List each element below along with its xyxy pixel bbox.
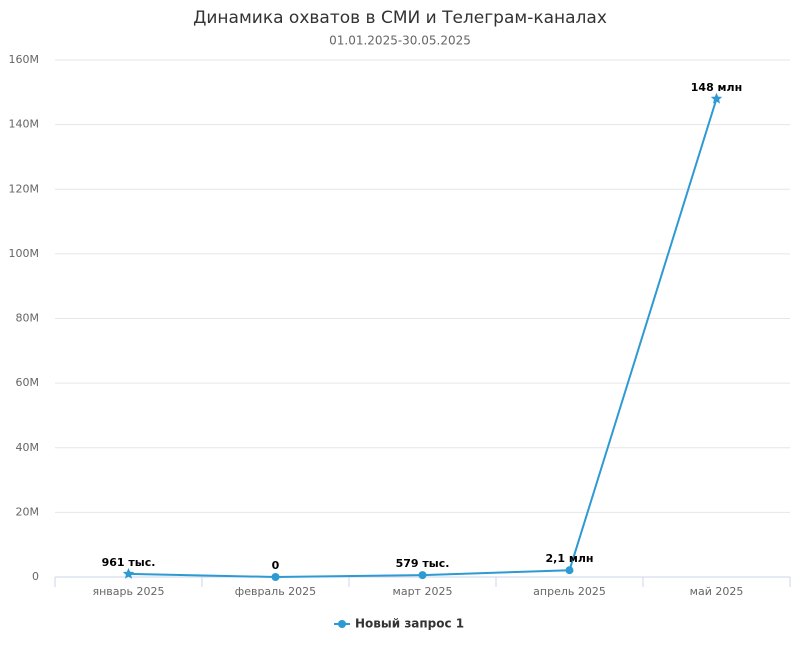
x-tick-label: апрель 2025 (533, 585, 606, 598)
x-tick-label: январь 2025 (93, 585, 165, 598)
y-tick-label: 20M (16, 505, 40, 518)
data-label: 2,1 млн (546, 552, 594, 565)
y-tick-label: 40M (16, 441, 40, 454)
chart-subtitle: 01.01.2025-30.05.2025 (329, 34, 471, 48)
data-label: 961 тыс. (102, 556, 156, 569)
x-tick-label: март 2025 (393, 585, 453, 598)
data-label: 579 тыс. (396, 557, 450, 570)
y-tick-label: 100M (9, 247, 40, 260)
marker (710, 92, 723, 104)
chart-title: Динамика охватов в СМИ и Телеграм-канала… (193, 8, 607, 28)
y-tick-label: 80M (16, 312, 40, 325)
marker (271, 573, 280, 581)
y-tick-label: 0 (32, 570, 39, 583)
x-tick-label: май 2025 (690, 585, 744, 598)
legend-label: Новый запрос 1 (355, 617, 464, 631)
series-line (128, 98, 718, 579)
x-tick-label: февраль 2025 (235, 585, 316, 598)
data-label: 148 млн (691, 81, 742, 94)
marker (418, 571, 427, 580)
data-label: 0 (272, 559, 280, 572)
marker (122, 567, 135, 579)
marker (565, 566, 574, 575)
y-tick-label: 120M (9, 182, 40, 195)
y-tick-label: 140M (9, 118, 40, 131)
y-tick-label: 160M (9, 53, 40, 66)
legend-marker (338, 620, 346, 628)
y-tick-label: 60M (16, 376, 40, 389)
